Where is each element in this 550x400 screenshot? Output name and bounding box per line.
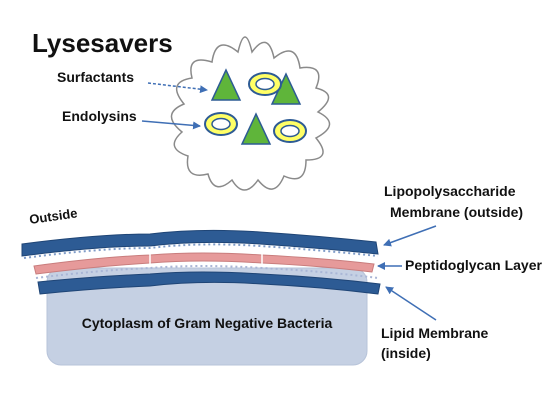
lps-arrow bbox=[383, 225, 437, 247]
endolysin-ring-hole bbox=[280, 124, 300, 138]
surfactant-triangle bbox=[210, 68, 242, 101]
label-lipid-line1: Lipid Membrane bbox=[381, 325, 489, 341]
particle-body bbox=[170, 36, 331, 191]
cytoplasm bbox=[46, 267, 368, 366]
peptidoglycan-gap bbox=[149, 254, 263, 264]
lipid-membrane bbox=[37, 271, 381, 295]
label-endolysins: Endolysins bbox=[62, 108, 137, 124]
lps-membrane bbox=[21, 229, 379, 257]
endolysin-ring-hole bbox=[255, 77, 275, 91]
label-lipid-line2: (inside) bbox=[381, 345, 431, 361]
label-outside: Outside bbox=[28, 205, 78, 227]
lysesaver-particle bbox=[170, 36, 331, 191]
label-lps-line2: Membrane (outside) bbox=[390, 204, 523, 220]
endolysins-arrow bbox=[141, 120, 201, 130]
label-surfactants: Surfactants bbox=[57, 69, 134, 85]
endolysin-ring-hole bbox=[211, 117, 231, 131]
lps-lower-edge bbox=[23, 243, 379, 259]
surfactant-triangle bbox=[240, 112, 272, 145]
label-lps-line1: Lipopolysaccharide bbox=[384, 183, 516, 199]
lipid-arrow bbox=[385, 286, 437, 321]
cell-envelope bbox=[21, 229, 381, 295]
label-cytoplasm: Cytoplasm of Gram Negative Bacteria bbox=[82, 315, 333, 331]
diagram-title: Lysesavers bbox=[32, 28, 173, 58]
lipid-membrane-upper-edge bbox=[35, 265, 379, 279]
label-peptidoglycan: Peptidoglycan Layer bbox=[405, 257, 542, 273]
